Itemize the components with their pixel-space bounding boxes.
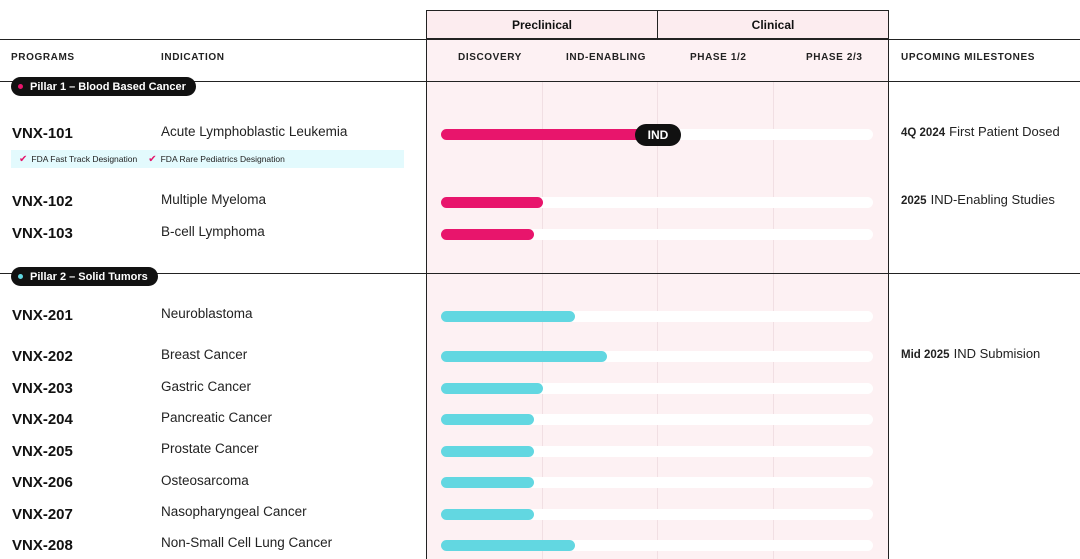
pillar-divider-rule: [0, 273, 1080, 274]
pillar-1-label: Pillar 1 – Blood Based Cancer: [30, 80, 186, 93]
progress-bar-fill: [441, 414, 534, 425]
milestone-text: IND Submision: [953, 346, 1041, 361]
col-discovery: DISCOVERY: [458, 52, 522, 63]
program-name: VNX-205: [12, 443, 73, 460]
program-name: VNX-203: [12, 380, 73, 397]
progress-bar-fill: [441, 229, 534, 240]
pink-dot-icon: [18, 84, 23, 89]
col-phase-2-3: PHASE 2/3: [806, 52, 863, 63]
progress-track: [441, 383, 873, 394]
fda-designation: FDA Fast Track Designation: [31, 154, 138, 164]
milestone-text: First Patient Dosed: [949, 124, 1060, 139]
indication-name: Breast Cancer: [161, 347, 248, 362]
milestone-date: Mid 2025: [901, 349, 950, 361]
progress-track: [441, 540, 873, 551]
progress-bar-fill: [441, 197, 543, 208]
program-name: VNX-204: [12, 411, 73, 428]
progress-track: [441, 351, 873, 362]
pillar-1-badge: Pillar 1 – Blood Based Cancer: [11, 77, 196, 96]
fda-designation: FDA Rare Pediatrics Designation: [160, 154, 285, 164]
indication-name: Gastric Cancer: [161, 379, 252, 394]
milestone: Mid 2025 IND Submision: [901, 346, 1040, 361]
milestone-date: 4Q 2024: [901, 127, 946, 139]
program-name: VNX-102: [12, 193, 73, 210]
progress-bar-fill: [441, 509, 534, 520]
milestone: 2025 IND-Enabling Studies: [901, 192, 1055, 207]
stage-clinical: Clinical: [657, 10, 889, 39]
indication-name: Multiple Myeloma: [161, 192, 267, 207]
phase-left-rule: [426, 10, 427, 559]
progress-bar-fill: [441, 129, 657, 140]
header-top-rule: [0, 39, 1080, 40]
progress-bar-fill: [441, 351, 608, 362]
indication-name: Acute Lymphoblastic Leukemia: [161, 124, 348, 139]
check-icon: ✔: [148, 153, 157, 165]
program-name: VNX-207: [12, 506, 73, 523]
milestone: 4Q 2024 First Patient Dosed: [901, 124, 1060, 139]
indication-name: Osteosarcoma: [161, 473, 249, 488]
progress-track: [441, 509, 873, 520]
col-ind-enabling: IND-ENABLING: [566, 52, 646, 63]
program-name: VNX-103: [12, 225, 73, 242]
program-name: VNX-208: [12, 537, 73, 554]
pillar-2-badge: Pillar 2 – Solid Tumors: [11, 267, 158, 286]
col-programs: PROGRAMS: [11, 52, 75, 63]
progress-track: [441, 229, 873, 240]
phase-right-rule: [888, 10, 889, 559]
program-name: VNX-206: [12, 474, 73, 491]
progress-track: [441, 446, 873, 457]
stage-preclinical: Preclinical: [426, 10, 658, 39]
program-name: VNX-202: [12, 348, 73, 365]
col-indication: INDICATION: [161, 52, 225, 63]
milestone-text: IND-Enabling Studies: [930, 192, 1055, 207]
progress-bar-fill: [441, 540, 575, 551]
progress-bar-fill: [441, 383, 543, 394]
indication-name: B-cell Lymphoma: [161, 224, 265, 239]
indication-name: Non-Small Cell Lung Cancer: [161, 535, 333, 550]
header-bottom-rule: [0, 81, 1080, 82]
fda-designations: ✔ FDA Fast Track Designation ✔ FDA Rare …: [11, 150, 404, 168]
cyan-dot-icon: [18, 274, 23, 279]
indication-name: Nasopharyngeal Cancer: [161, 504, 307, 519]
program-name: VNX-201: [12, 307, 73, 324]
check-icon: ✔: [19, 153, 28, 165]
indication-name: Prostate Cancer: [161, 441, 259, 456]
progress-track: [441, 311, 873, 322]
progress-track: [441, 197, 873, 208]
indication-name: Pancreatic Cancer: [161, 410, 273, 425]
ind-badge: IND: [635, 124, 681, 146]
indication-name: Neuroblastoma: [161, 306, 253, 321]
program-name: VNX-101: [12, 125, 73, 142]
pillar-2-label: Pillar 2 – Solid Tumors: [30, 270, 148, 283]
progress-bar-fill: [441, 446, 534, 457]
col-upcoming-milestones: UPCOMING MILESTONES: [901, 52, 1036, 63]
progress-track: [441, 414, 873, 425]
col-phase-1-2: PHASE 1/2: [690, 52, 747, 63]
progress-track: [441, 477, 873, 488]
progress-bar-fill: [441, 311, 575, 322]
milestone-date: 2025: [901, 195, 927, 207]
progress-bar-fill: [441, 477, 534, 488]
